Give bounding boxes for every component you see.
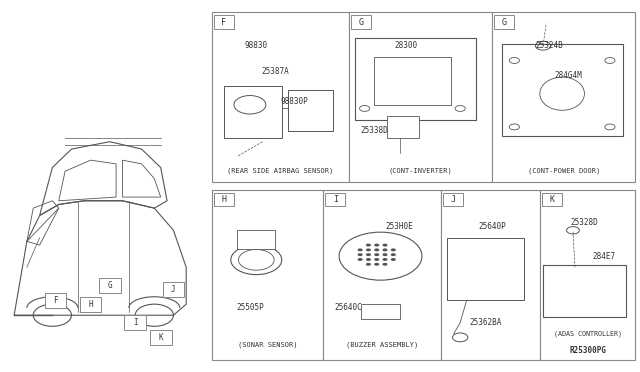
Circle shape <box>366 263 371 266</box>
FancyBboxPatch shape <box>99 278 120 293</box>
Bar <box>441 190 540 359</box>
Text: G: G <box>502 17 507 26</box>
Text: G: G <box>108 281 112 290</box>
Bar <box>349 13 492 182</box>
Circle shape <box>358 258 363 261</box>
FancyBboxPatch shape <box>543 265 626 317</box>
FancyBboxPatch shape <box>325 193 346 206</box>
FancyBboxPatch shape <box>351 15 371 29</box>
Circle shape <box>383 258 388 261</box>
Circle shape <box>374 253 380 256</box>
Text: 25324B: 25324B <box>536 41 563 50</box>
Text: G: G <box>358 17 364 26</box>
Circle shape <box>391 258 396 261</box>
Text: 25505P: 25505P <box>236 303 264 312</box>
Text: 25338D: 25338D <box>360 126 388 135</box>
Text: 25640C: 25640C <box>335 303 362 312</box>
Text: I: I <box>133 318 138 327</box>
Text: F: F <box>221 17 227 26</box>
Bar <box>225 86 282 138</box>
Circle shape <box>383 253 388 256</box>
FancyBboxPatch shape <box>541 193 562 206</box>
FancyBboxPatch shape <box>214 193 234 206</box>
Bar <box>374 57 451 105</box>
Circle shape <box>374 248 380 251</box>
Bar <box>212 190 323 359</box>
Text: K: K <box>550 195 554 204</box>
Circle shape <box>374 244 380 247</box>
FancyBboxPatch shape <box>163 282 184 297</box>
Text: I: I <box>333 195 338 204</box>
FancyBboxPatch shape <box>355 38 476 119</box>
Circle shape <box>374 258 380 261</box>
Text: K: K <box>158 333 163 342</box>
Circle shape <box>383 248 388 251</box>
Text: (CONT-POWER DOOR): (CONT-POWER DOOR) <box>527 168 600 174</box>
FancyBboxPatch shape <box>80 297 101 311</box>
FancyBboxPatch shape <box>45 293 67 308</box>
Text: (REAR SIDE AIRBAG SENSOR): (REAR SIDE AIRBAG SENSOR) <box>227 168 333 174</box>
Bar <box>288 90 333 131</box>
Circle shape <box>366 258 371 261</box>
FancyBboxPatch shape <box>502 44 623 136</box>
Text: (CONT-INVERTER): (CONT-INVERTER) <box>388 168 452 174</box>
Bar <box>237 230 275 249</box>
Text: 25640P: 25640P <box>478 222 506 231</box>
Text: 25387A: 25387A <box>262 67 289 76</box>
Text: 28300: 28300 <box>394 41 417 50</box>
FancyBboxPatch shape <box>124 315 146 330</box>
Circle shape <box>366 244 371 247</box>
Bar <box>212 13 349 182</box>
Text: J: J <box>171 285 176 294</box>
Circle shape <box>391 248 396 251</box>
Text: 284G4M: 284G4M <box>555 71 582 80</box>
Text: H: H <box>88 300 93 309</box>
Text: 25362BA: 25362BA <box>470 318 502 327</box>
FancyBboxPatch shape <box>214 15 234 29</box>
Text: F: F <box>53 296 58 305</box>
Text: 25328D: 25328D <box>571 218 598 227</box>
Circle shape <box>366 253 371 256</box>
Bar <box>492 13 636 182</box>
Text: H: H <box>221 195 227 204</box>
Text: 98830: 98830 <box>244 41 268 50</box>
Circle shape <box>391 253 396 256</box>
Text: R25300PG: R25300PG <box>569 346 606 355</box>
Circle shape <box>358 253 363 256</box>
Text: J: J <box>451 195 456 204</box>
Circle shape <box>358 248 363 251</box>
Text: 284E7: 284E7 <box>592 251 615 261</box>
Bar <box>447 238 524 301</box>
Text: (SONAR SENSOR): (SONAR SENSOR) <box>237 341 297 348</box>
Bar <box>362 304 399 319</box>
Circle shape <box>383 263 388 266</box>
Bar <box>387 116 419 138</box>
Text: (BUZZER ASSEMBLY): (BUZZER ASSEMBLY) <box>346 341 419 348</box>
Circle shape <box>383 244 388 247</box>
Circle shape <box>366 248 371 251</box>
Bar <box>540 190 636 359</box>
FancyBboxPatch shape <box>150 330 172 345</box>
Text: 253H0E: 253H0E <box>386 222 413 231</box>
Bar <box>323 190 441 359</box>
Text: 98830P: 98830P <box>280 97 308 106</box>
FancyBboxPatch shape <box>443 193 463 206</box>
Circle shape <box>374 263 380 266</box>
Text: (ADAS CONTROLLER): (ADAS CONTROLLER) <box>554 330 621 337</box>
FancyBboxPatch shape <box>494 15 515 29</box>
